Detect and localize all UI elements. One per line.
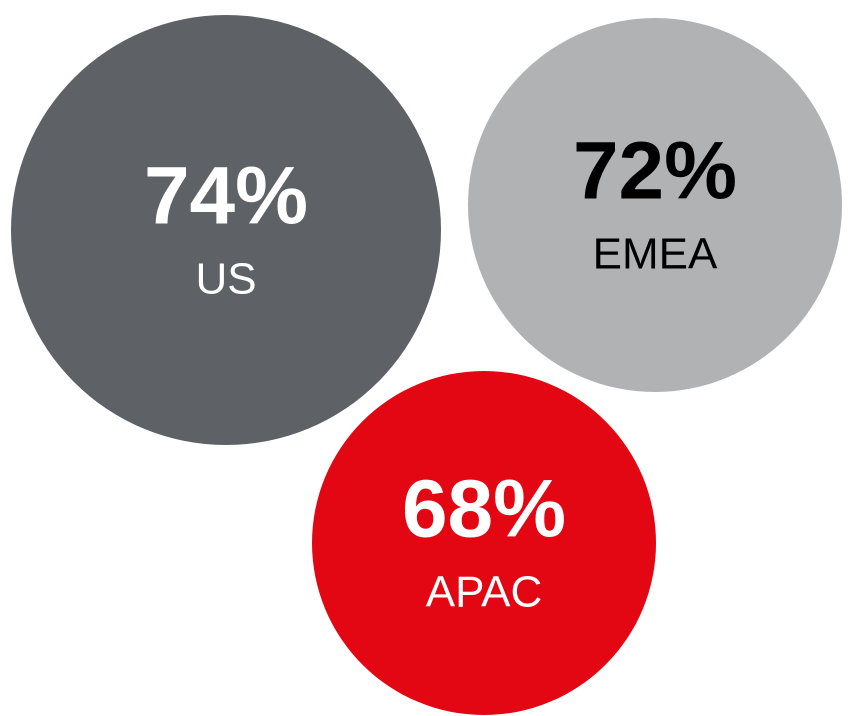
category-label: APAC	[426, 568, 543, 617]
bubble	[11, 15, 441, 445]
value-label: 74%	[144, 151, 308, 242]
bubble	[468, 18, 842, 392]
value-label: 72%	[573, 126, 737, 217]
value-label: 68%	[402, 464, 566, 555]
category-label: EMEA	[593, 230, 718, 279]
bubble	[312, 371, 656, 715]
category-label: US	[195, 255, 256, 304]
